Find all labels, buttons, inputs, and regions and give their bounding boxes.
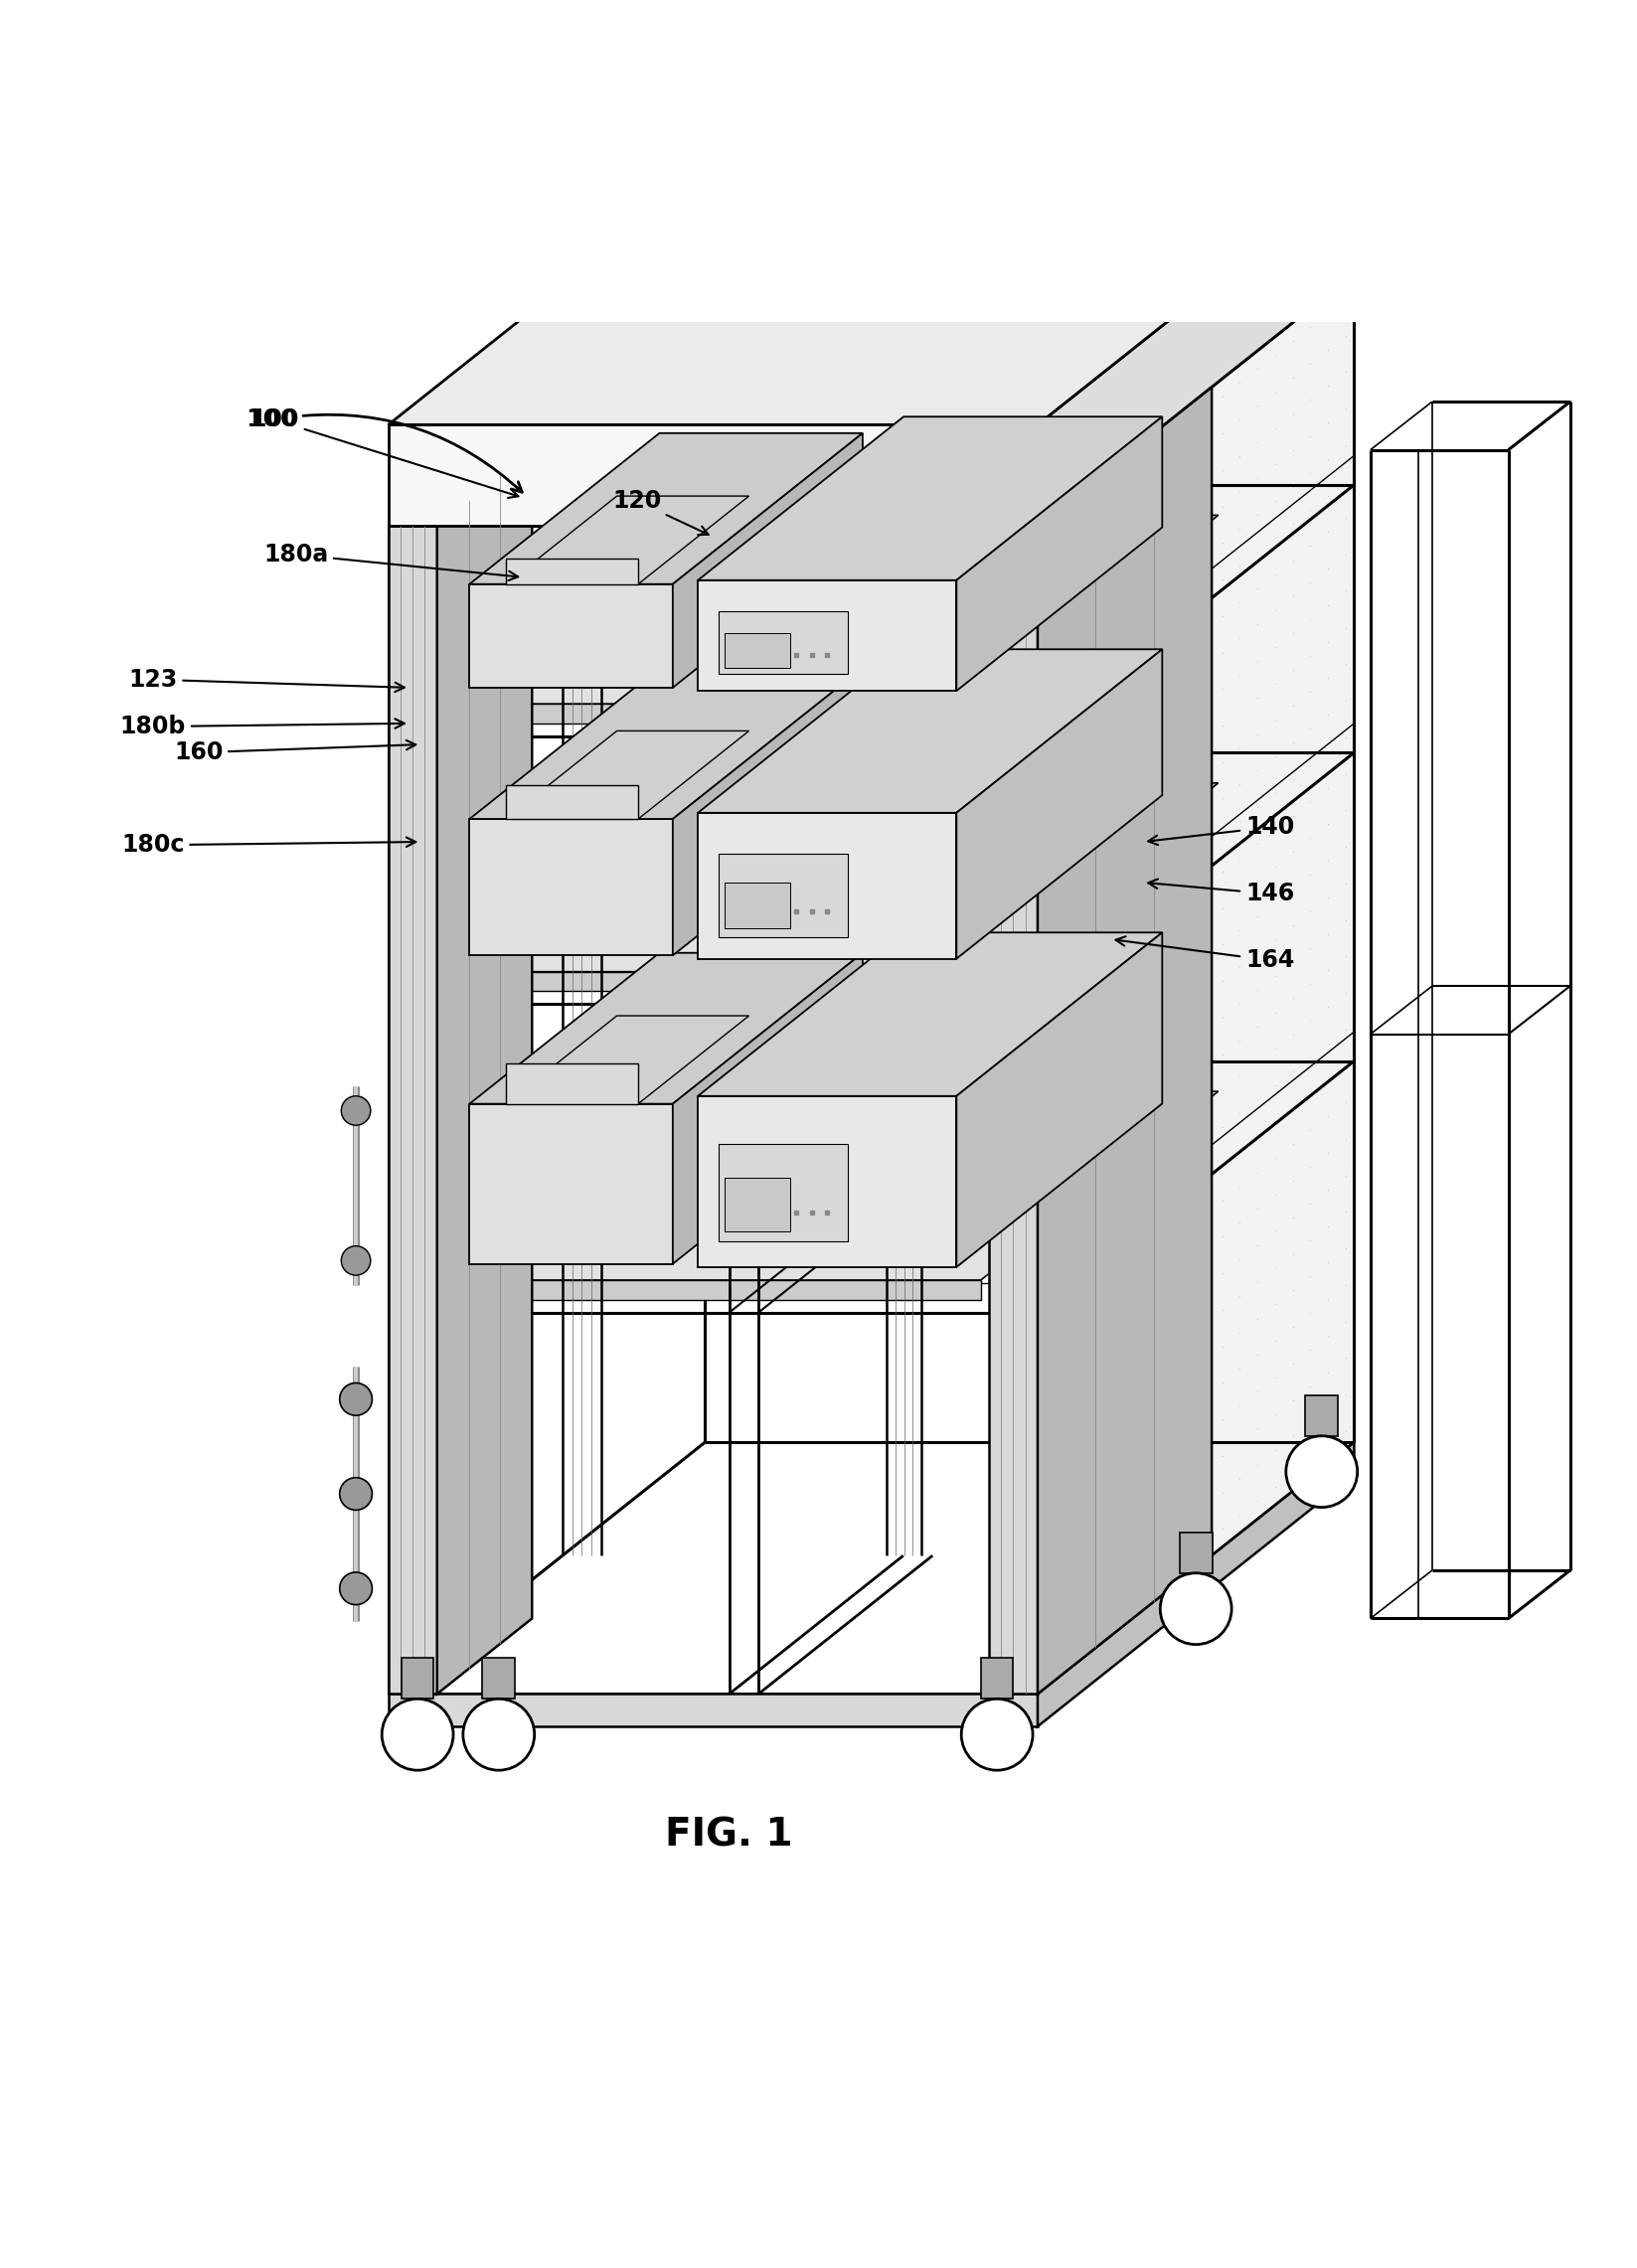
Polygon shape [388, 172, 1354, 424]
Polygon shape [1305, 1395, 1337, 1436]
Polygon shape [470, 1105, 673, 1263]
Polygon shape [445, 1091, 1218, 1279]
Polygon shape [956, 649, 1162, 959]
Polygon shape [506, 558, 638, 585]
Text: 146: 146 [1148, 880, 1295, 905]
Polygon shape [725, 1177, 789, 1232]
Polygon shape [445, 515, 1218, 703]
Polygon shape [956, 417, 1162, 692]
Polygon shape [719, 1143, 848, 1241]
Polygon shape [697, 649, 1162, 812]
Polygon shape [437, 449, 532, 1694]
Polygon shape [470, 953, 863, 1105]
Polygon shape [981, 1658, 1013, 1699]
Polygon shape [956, 932, 1162, 1268]
Polygon shape [697, 932, 1162, 1095]
Circle shape [1287, 1436, 1357, 1508]
Polygon shape [483, 1658, 516, 1699]
Polygon shape [470, 585, 673, 687]
Polygon shape [697, 1095, 956, 1268]
Polygon shape [719, 610, 848, 674]
Polygon shape [673, 953, 863, 1263]
Circle shape [339, 1479, 372, 1510]
Text: 123: 123 [129, 667, 404, 692]
Polygon shape [401, 1658, 434, 1699]
Text: 164: 164 [1116, 937, 1295, 973]
Polygon shape [445, 1279, 981, 1300]
Circle shape [961, 1699, 1033, 1771]
Text: 140: 140 [1148, 814, 1295, 846]
Polygon shape [697, 812, 956, 959]
Polygon shape [1180, 1533, 1211, 1574]
Circle shape [340, 1245, 370, 1275]
Circle shape [1161, 1574, 1231, 1644]
Text: 120: 120 [612, 490, 709, 535]
Circle shape [340, 1095, 370, 1125]
Polygon shape [725, 882, 789, 928]
Text: 100: 100 [250, 408, 519, 499]
Polygon shape [1038, 172, 1354, 526]
Polygon shape [470, 669, 863, 819]
Circle shape [463, 1699, 534, 1771]
Polygon shape [697, 417, 1162, 581]
Polygon shape [1038, 388, 1211, 1694]
Text: 100: 100 [246, 408, 522, 492]
Polygon shape [673, 433, 863, 687]
Polygon shape [673, 669, 863, 955]
Polygon shape [445, 782, 1218, 971]
Polygon shape [388, 1694, 1038, 1726]
Polygon shape [506, 497, 750, 585]
Text: 180b: 180b [120, 714, 404, 739]
Polygon shape [388, 526, 437, 1694]
Polygon shape [388, 274, 1354, 526]
Polygon shape [1038, 1442, 1354, 1726]
Polygon shape [506, 785, 638, 819]
Polygon shape [506, 1016, 750, 1105]
Polygon shape [445, 971, 981, 991]
Polygon shape [1038, 274, 1354, 1694]
Polygon shape [725, 633, 789, 669]
Polygon shape [506, 1064, 638, 1105]
Circle shape [339, 1383, 372, 1415]
Polygon shape [697, 581, 956, 692]
Polygon shape [470, 819, 673, 955]
Polygon shape [470, 433, 863, 585]
Circle shape [339, 1572, 372, 1606]
Polygon shape [445, 703, 981, 723]
Polygon shape [506, 730, 750, 819]
Text: 180c: 180c [121, 832, 416, 857]
Polygon shape [719, 853, 848, 937]
Text: 160: 160 [174, 739, 416, 764]
Polygon shape [989, 526, 1038, 1694]
Circle shape [381, 1699, 453, 1771]
Polygon shape [388, 424, 1038, 526]
Text: 180a: 180a [264, 542, 517, 581]
Text: FIG. 1: FIG. 1 [665, 1817, 792, 1853]
